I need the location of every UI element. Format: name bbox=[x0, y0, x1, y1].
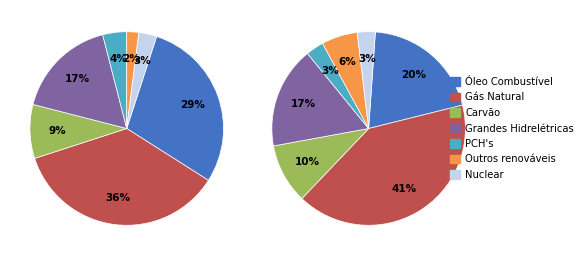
Text: 29%: 29% bbox=[180, 100, 204, 110]
Wedge shape bbox=[30, 104, 127, 158]
Wedge shape bbox=[323, 32, 369, 128]
Text: 3%: 3% bbox=[133, 56, 151, 66]
Text: 20%: 20% bbox=[401, 70, 426, 80]
Text: 17%: 17% bbox=[291, 99, 316, 109]
Text: 3%: 3% bbox=[321, 66, 339, 76]
Wedge shape bbox=[103, 32, 127, 128]
Wedge shape bbox=[274, 128, 369, 199]
Text: 36%: 36% bbox=[105, 193, 131, 203]
Text: 4%: 4% bbox=[109, 54, 127, 64]
Text: 10%: 10% bbox=[295, 157, 320, 167]
Wedge shape bbox=[302, 105, 465, 225]
Wedge shape bbox=[272, 53, 369, 146]
Wedge shape bbox=[369, 32, 463, 128]
Wedge shape bbox=[127, 32, 139, 128]
Text: 9%: 9% bbox=[48, 126, 66, 136]
Wedge shape bbox=[35, 128, 209, 225]
Text: 2%: 2% bbox=[122, 54, 140, 64]
Text: 17%: 17% bbox=[65, 74, 90, 84]
Wedge shape bbox=[127, 32, 157, 128]
Legend: Óleo Combustível, Gás Natural, Carvão, Grandes Hidrelétricas, PCH's, Outros reno: Óleo Combustível, Gás Natural, Carvão, G… bbox=[447, 74, 576, 183]
Wedge shape bbox=[308, 43, 369, 128]
Wedge shape bbox=[357, 32, 376, 128]
Wedge shape bbox=[33, 35, 127, 128]
Text: 3%: 3% bbox=[358, 54, 376, 64]
Text: 41%: 41% bbox=[391, 184, 416, 194]
Text: 6%: 6% bbox=[339, 57, 357, 67]
Wedge shape bbox=[127, 36, 223, 180]
